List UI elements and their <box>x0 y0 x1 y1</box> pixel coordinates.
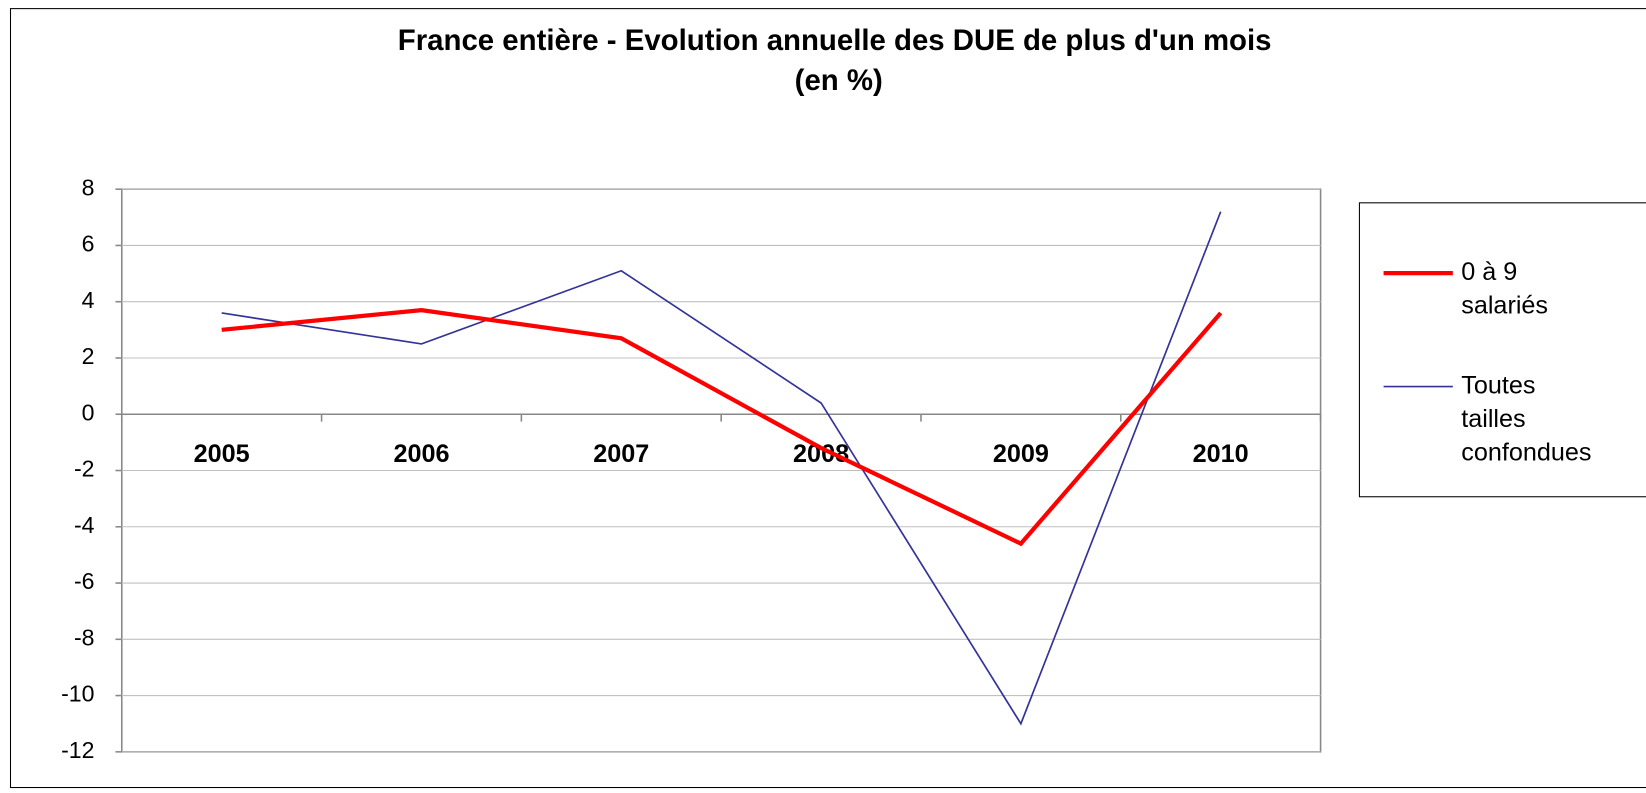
y-tick-label: -12 <box>61 737 94 763</box>
line-series <box>221 211 1222 726</box>
x-tick-label: 2007 <box>593 440 649 468</box>
y-tick-label: -8 <box>74 624 95 650</box>
legend-label: 0 à 9 salariés <box>1461 258 1548 320</box>
line-series <box>221 308 1223 547</box>
x-tick-label: 2005 <box>194 440 250 468</box>
legend-label: Toutes tailles confondues <box>1461 371 1591 466</box>
x-tick-label: 2006 <box>393 440 449 468</box>
y-tick-label: -2 <box>74 456 95 482</box>
x-tick-label: 2008 <box>793 440 849 468</box>
y-tick-label: -6 <box>74 568 95 594</box>
y-tick-label: -10 <box>61 681 94 707</box>
y-tick-label: 4 <box>82 287 95 313</box>
x-tick-label: 2010 <box>1193 440 1249 468</box>
x-tick-label: 2009 <box>993 440 1049 468</box>
y-tick-label: 0 <box>82 399 95 425</box>
legend-box <box>1358 202 1646 498</box>
chart-title: France entière - Evolution annuelle des … <box>398 24 1280 97</box>
y-tick-label: 2 <box>82 343 95 369</box>
y-tick-label: 6 <box>82 231 95 257</box>
y-tick-label: 8 <box>82 174 95 200</box>
y-tick-label: -4 <box>74 512 95 538</box>
